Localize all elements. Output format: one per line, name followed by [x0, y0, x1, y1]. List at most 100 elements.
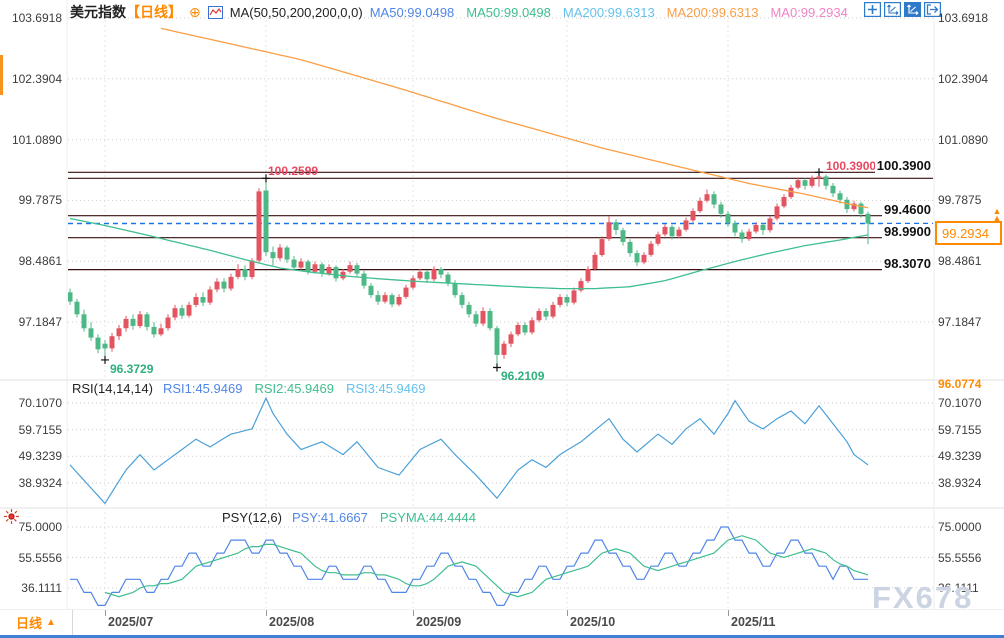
- candle: [515, 322, 521, 337]
- x-axis-date-label: 2025/07: [108, 615, 154, 629]
- candle: [585, 266, 591, 283]
- axis-label: 70.1070: [938, 396, 982, 410]
- chart-canvas[interactable]: [0, 0, 1004, 612]
- x-axis-date-label: 2025/10: [570, 615, 616, 629]
- candle: [697, 197, 703, 213]
- indicator-value: MA200:99.6313: [666, 4, 759, 20]
- watermark: FX678: [872, 580, 974, 615]
- axis-label: 98.4861: [938, 254, 982, 269]
- candle: [746, 228, 752, 241]
- candle: [333, 265, 339, 282]
- candle: [662, 224, 668, 237]
- level-label: 98.3070: [882, 255, 933, 271]
- candle: [298, 258, 304, 270]
- candle: [396, 294, 402, 307]
- candle: [347, 261, 353, 274]
- candle: [81, 309, 87, 332]
- candle: [228, 273, 234, 291]
- candle: [424, 269, 430, 283]
- axis-label: 101.0890: [938, 132, 989, 147]
- candle: [186, 301, 192, 318]
- axis-label: 59.7155: [938, 422, 982, 437]
- candle: [725, 211, 731, 227]
- period-button[interactable]: 日线 ▲: [0, 610, 73, 635]
- candle: [627, 239, 633, 257]
- indicator-settings-icon[interactable]: [3, 508, 20, 525]
- candle: [613, 219, 619, 235]
- candle: [473, 311, 479, 327]
- axis-label: 97.1847: [938, 314, 982, 329]
- axis-label: 38.9324: [938, 476, 982, 490]
- axis-label: 101.0890: [11, 132, 62, 147]
- candle: [781, 194, 787, 209]
- candle: [319, 262, 325, 277]
- indicator-value: MA200:99.6313: [562, 4, 655, 20]
- candle: [165, 314, 171, 331]
- candle: [774, 203, 780, 221]
- indicator-value: PSYMA:44.4444: [379, 510, 477, 525]
- candle: [95, 334, 101, 354]
- candle: [739, 229, 745, 243]
- candle: [676, 226, 682, 239]
- candle: [68, 288, 73, 305]
- axis-scale-active-icon[interactable]: [904, 2, 921, 17]
- axis-label: 98.4861: [18, 254, 62, 269]
- candle: [550, 301, 556, 319]
- period-button-label: 日线: [16, 616, 43, 631]
- candle: [214, 278, 220, 293]
- low-annotation-96-3729: 96.3729: [110, 362, 154, 376]
- candle: [389, 293, 395, 308]
- candle: [543, 308, 549, 321]
- candle: [277, 244, 283, 261]
- indicator-value: PSY:41.6667: [291, 510, 368, 525]
- candle: [179, 304, 185, 319]
- axis-scale-icon[interactable]: [884, 2, 901, 17]
- price-up-arrows-icon: ▲ ▲: [992, 206, 1002, 224]
- candle: [459, 292, 465, 309]
- exit-right-icon[interactable]: [924, 2, 941, 17]
- current-price-box: 99.2934: [935, 221, 1002, 246]
- candle: [291, 255, 297, 271]
- axis-label: 49.3239: [938, 449, 982, 464]
- indicator-value: RSI3:45.9469: [345, 381, 426, 396]
- x-axis-tick: [567, 610, 568, 616]
- candle: [151, 322, 157, 338]
- axis-label: 75.0000: [938, 520, 982, 534]
- period-tag: 【日线】: [126, 4, 182, 20]
- candle: [375, 290, 381, 305]
- candle: [830, 183, 836, 197]
- candle: [767, 216, 773, 233]
- candle: [130, 314, 136, 330]
- x-axis-tick: [413, 610, 414, 616]
- candle: [116, 325, 122, 340]
- ma-values: MA50:99.0498 MA50:99.0498 MA200:99.6313 MA2…: [370, 5, 860, 20]
- axis-label: 99.7875: [18, 193, 62, 208]
- candle: [529, 317, 535, 335]
- candle: [634, 250, 640, 267]
- psy-params-label: PSY(12,6): [222, 510, 282, 525]
- candle: [858, 201, 864, 218]
- candle: [865, 211, 871, 245]
- candle: [704, 189, 710, 203]
- candle: [137, 311, 143, 329]
- candle: [74, 298, 80, 318]
- candle: [109, 333, 115, 352]
- candle: [312, 261, 318, 274]
- x-axis-tick: [728, 610, 729, 616]
- candle: [620, 227, 626, 246]
- add-indicator-icon[interactable]: ⊕: [189, 4, 201, 20]
- candle: [382, 292, 388, 304]
- candle: [732, 220, 738, 237]
- bottom-accent-line: [0, 635, 1004, 638]
- candle: [599, 236, 605, 257]
- x-axis-bar: 日线 ▲ 2025/07 2025/08 2025/09 2025/10 2025/11: [0, 610, 1004, 635]
- line-chart-icon[interactable]: [207, 5, 223, 19]
- rsi-values: RSI1:45.9469 RSI2:45.9469 RSI3:45.9469: [163, 381, 438, 396]
- axis-label: 36.1111: [21, 581, 62, 595]
- x-axis-date-label: 2025/11: [731, 615, 776, 629]
- left-scroll-indicator[interactable]: [0, 55, 3, 95]
- candle: [242, 265, 248, 281]
- crosshair-icon[interactable]: [864, 2, 881, 17]
- high-annotation-100-2599: 100.2599: [268, 164, 319, 178]
